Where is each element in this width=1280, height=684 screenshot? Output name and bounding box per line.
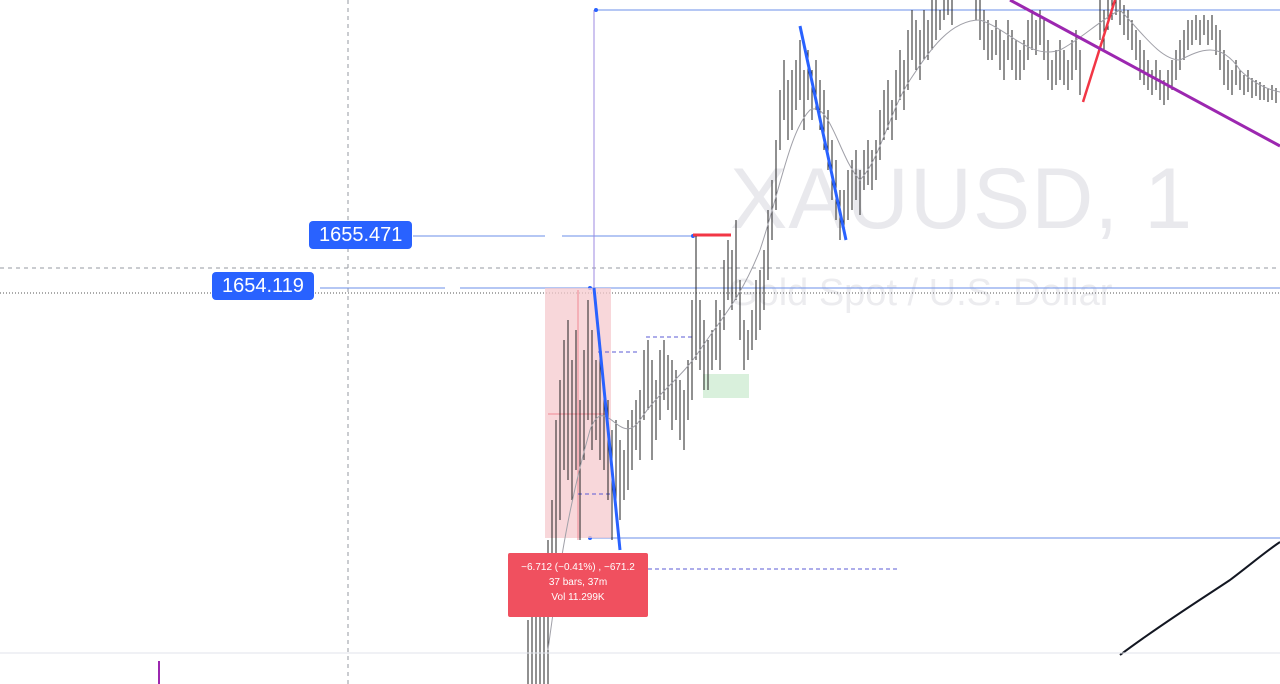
anchor-point[interactable] (594, 8, 598, 12)
measure-volume: Vol 11.299K (551, 592, 605, 603)
trend-line-up[interactable] (1081, 0, 1117, 103)
moving-average-line (547, 9, 1280, 651)
measure-change: −6.712 (−0.41%) , −671.2 (521, 562, 635, 573)
price-label-1655[interactable]: 1655.471 (309, 221, 413, 249)
trend-line-down[interactable] (592, 287, 622, 551)
measure-bars: 37 bars, 37m (548, 577, 608, 588)
symbol-watermark: XAUUSD, 1 (730, 151, 1194, 247)
price-label-1654[interactable]: 1654.119 (212, 272, 314, 300)
price-candles (527, 0, 1277, 684)
measure-tooltip: −6.712 (−0.41%) , −671.2 37 bars, 37m Vo… (508, 553, 648, 617)
long-moving-average-line (1119, 541, 1280, 656)
demand-zone[interactable] (703, 374, 749, 398)
trend-line-purple[interactable] (1009, 0, 1280, 148)
trend-line-down[interactable] (798, 25, 848, 241)
